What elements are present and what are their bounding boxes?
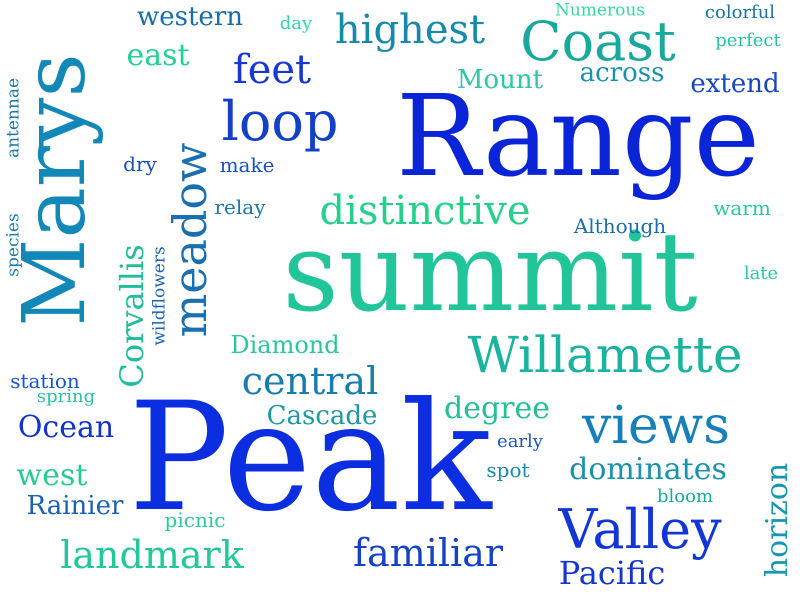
- word-familiar: familiar: [352, 531, 504, 575]
- word-late: late: [743, 263, 779, 284]
- word-make: make: [219, 153, 275, 177]
- word-views: views: [582, 396, 730, 456]
- word-although: Although: [573, 214, 667, 238]
- word-pacific: Pacific: [558, 554, 666, 592]
- word-summit: summit: [282, 208, 698, 336]
- word-east: east: [126, 38, 190, 73]
- word-species: species: [3, 213, 24, 277]
- word-relay: relay: [214, 195, 266, 219]
- word-spot: spot: [486, 458, 530, 482]
- word-marys: Marys: [5, 53, 105, 327]
- word-ocean: Ocean: [17, 410, 115, 445]
- word-picnic: picnic: [164, 508, 226, 532]
- word-central: central: [241, 359, 379, 403]
- word-extend: extend: [690, 69, 780, 99]
- word-western: western: [137, 2, 243, 32]
- word-west: west: [16, 458, 88, 493]
- word-willamette: Willamette: [467, 326, 743, 384]
- word-feet: feet: [232, 47, 312, 93]
- word-loop: loop: [221, 90, 339, 153]
- word-highest: highest: [334, 7, 486, 53]
- word-horizon: horizon: [760, 462, 795, 578]
- word-across: across: [579, 58, 665, 88]
- word-early: early: [497, 431, 543, 452]
- word-landmark: landmark: [60, 533, 244, 577]
- word-degree: degree: [443, 391, 551, 426]
- word-wildflowers: wildflowers: [149, 246, 170, 346]
- word-dry: dry: [123, 152, 157, 176]
- word-day: day: [279, 13, 313, 34]
- word-diamond: Diamond: [230, 331, 340, 359]
- word-perfect: perfect: [715, 30, 781, 51]
- word-meadow: meadow: [163, 142, 217, 338]
- word-corvallis: Corvallis: [113, 244, 151, 388]
- word-bloom: bloom: [656, 486, 714, 507]
- word-dominates: dominates: [569, 452, 727, 487]
- word-distinctive: distinctive: [319, 188, 531, 234]
- word-range: Range: [396, 72, 760, 202]
- word-mount: Mount: [456, 65, 544, 95]
- word-peak: Peak: [128, 371, 492, 545]
- word-coast: Coast: [520, 10, 676, 73]
- word-rainier: Rainier: [26, 491, 124, 521]
- word-warm: warm: [713, 196, 771, 220]
- word-numerous: Numerous: [554, 0, 646, 21]
- word-valley: Valley: [558, 498, 722, 561]
- word-cascade: Cascade: [266, 401, 378, 431]
- word-colorful: colorful: [704, 2, 776, 23]
- word-station: station: [10, 369, 80, 393]
- word-spring: spring: [36, 386, 96, 407]
- word-antennae: antennae: [3, 77, 24, 159]
